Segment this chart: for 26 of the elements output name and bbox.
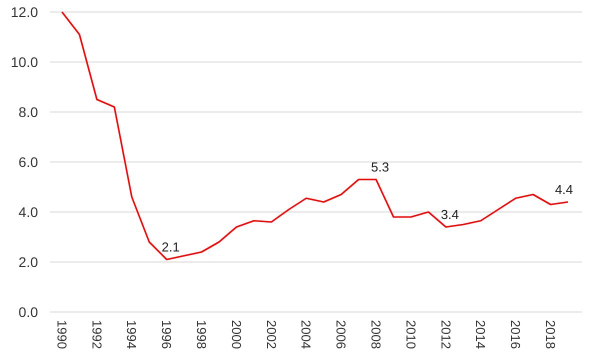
x-tick-label: 2000 <box>228 320 244 349</box>
x-tick-label: 2010 <box>403 320 418 349</box>
x-tick-label: 1994 <box>124 320 140 349</box>
y-tick-label: 4.0 <box>18 204 38 220</box>
y-tick-label: 6.0 <box>18 154 38 170</box>
x-tick-label: 2008 <box>368 320 384 349</box>
y-tick-label: 12.0 <box>10 4 38 20</box>
x-tick-label: 1998 <box>194 320 210 349</box>
data-label: 5.3 <box>371 160 390 174</box>
x-tick-label: 1996 <box>159 320 174 349</box>
x-tick-label: 2002 <box>264 320 279 349</box>
data-label: 4.4 <box>554 182 574 197</box>
x-tick-label: 2016 <box>508 320 524 349</box>
data-label: 2.1 <box>162 240 180 254</box>
y-tick-label: 8.0 <box>18 104 38 120</box>
y-tick-label: 2.0 <box>18 254 38 270</box>
x-tick-label: 2014 <box>473 320 488 349</box>
y-tick-label: 0.0 <box>18 304 38 320</box>
x-tick-label: 2012 <box>438 320 454 349</box>
x-tick-label: 1990 <box>54 320 70 349</box>
x-tick-label: 2006 <box>334 320 349 349</box>
x-tick-label: 1992 <box>89 320 104 349</box>
data-label: 3.4 <box>440 207 459 222</box>
x-tick-label: 2004 <box>298 320 314 349</box>
x-tick-label: 2018 <box>543 320 558 349</box>
y-tick-label: 10.0 <box>10 54 38 70</box>
